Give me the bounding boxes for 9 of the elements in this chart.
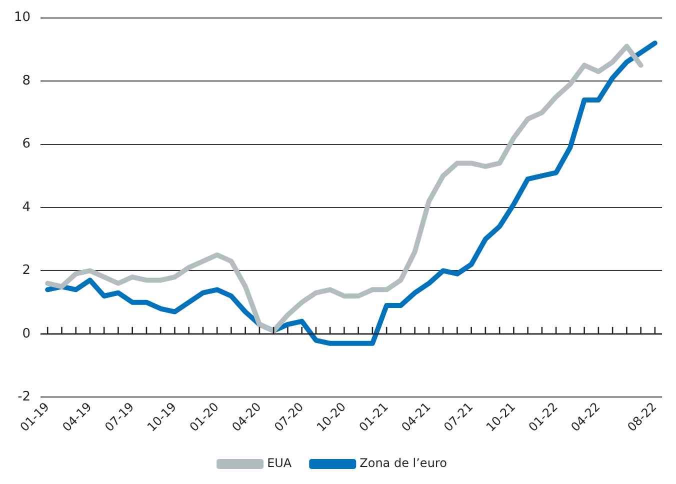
legend-label: EUA [267,456,292,470]
y-tick-label: 10 [14,10,31,26]
legend-label: Zona de l’euro [360,456,447,470]
y-tick-label: 4 [22,200,31,215]
y-tick-label: -2 [18,390,31,405]
y-tick-label: 6 [22,136,31,152]
y-tick-label: 0 [22,326,31,342]
y-tick-label: 2 [22,263,31,278]
y-tick-label: 8 [22,73,31,88]
